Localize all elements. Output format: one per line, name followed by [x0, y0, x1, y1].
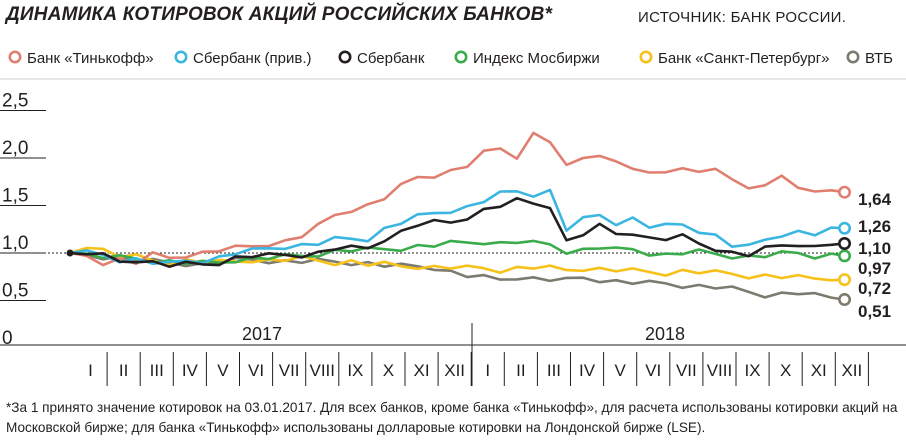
chart-grid: 0 0,5 1,0 1,5 2,0 2,5: [0, 78, 906, 349]
year-label-1: 2018: [645, 324, 685, 344]
legend-marker-4: [639, 50, 653, 64]
month-label-4: V: [217, 361, 229, 380]
month-label-13: II: [516, 361, 525, 380]
month-label-15: IV: [579, 361, 596, 380]
series-end-marker-1: [838, 221, 852, 235]
legend-label-1: Сбербанк (прив.): [193, 50, 312, 67]
month-label-0: I: [88, 361, 93, 380]
chart-source: ИСТОЧНИК: БАНК РОССИИ.: [638, 9, 847, 26]
series-end-label-5: 0,51: [858, 302, 891, 321]
legend-label-2: Сбербанк: [357, 50, 425, 67]
chart-legend: Банк «Тинькофф» Сбербанк (прив.) Сбербанк И…: [8, 50, 893, 67]
series-end-marker-2: [838, 237, 852, 251]
y-tick-label-3: 1,5: [2, 186, 28, 207]
month-label-12: I: [485, 361, 490, 380]
series-end-marker-0: [838, 185, 852, 199]
y-tick-label-2: 1,0: [2, 233, 28, 254]
month-label-6: VII: [279, 361, 300, 380]
line-chart: Банк «Тинькофф» Сбербанк (прив.) Сбербанк И…: [0, 50, 906, 386]
month-label-1: II: [119, 361, 128, 380]
y-tick-label-1: 0,5: [2, 281, 28, 302]
legend-marker-0: [8, 50, 22, 64]
chart-title: ДИНАМИКА КОТИРОВОК АКЦИЙ РОССИЙСКИХ БАНК…: [6, 4, 553, 25]
month-label-2: III: [150, 361, 164, 380]
legend-marker-1: [174, 50, 188, 64]
month-label-5: VI: [248, 361, 264, 380]
series-end-label-2: 1,10: [858, 239, 891, 258]
legend-label-3: Индекс Мосбиржи: [473, 50, 600, 67]
chart-series: 0,51 0,720,97 1,64 1,26 1,10: [66, 131, 892, 321]
y-tick-label-5: 2,5: [2, 91, 28, 112]
series-end-marker-3: [838, 249, 852, 263]
series-end-label-4: 0,72: [858, 279, 891, 298]
chart-footnote: *За 1 принято значение котировок на 03.0…: [6, 400, 898, 435]
month-label-22: XI: [811, 361, 827, 380]
series-end-marker-5: [838, 293, 852, 307]
month-label-23: XII: [841, 361, 862, 380]
legend-marker-3: [454, 50, 468, 64]
series-line-2: [69, 196, 845, 268]
series-line-3: [69, 239, 845, 266]
legend-label-0: Банк «Тинькофф»: [27, 50, 154, 67]
y-tick-label-4: 2,0: [2, 138, 28, 159]
series-end-label-3: 0,97: [858, 259, 891, 278]
month-label-18: VII: [676, 361, 697, 380]
month-label-7: VIII: [309, 361, 335, 380]
y-tick-label-0: 0: [2, 328, 13, 349]
month-label-10: XI: [414, 361, 430, 380]
series-line-0: [69, 131, 845, 267]
start-point: [66, 249, 74, 257]
year-label-0: 2017: [242, 324, 282, 344]
legend-label-4: Банк «Санкт-Петербург»: [658, 50, 830, 67]
month-label-19: VIII: [707, 361, 733, 380]
month-label-21: X: [780, 361, 791, 380]
legend-label-5: ВТБ: [865, 50, 893, 67]
month-label-16: V: [614, 361, 626, 380]
month-label-14: III: [547, 361, 561, 380]
month-label-11: XII: [444, 361, 465, 380]
series-end-label-1: 1,26: [858, 217, 891, 236]
series-end-marker-4: [838, 273, 852, 287]
series-end-label-0: 1,64: [858, 190, 892, 209]
month-label-17: VI: [645, 361, 661, 380]
legend-marker-5: [846, 50, 860, 64]
month-label-8: IX: [347, 361, 363, 380]
month-label-9: X: [383, 361, 394, 380]
month-label-20: IX: [745, 361, 761, 380]
month-label-3: IV: [182, 361, 199, 380]
legend-marker-2: [338, 50, 352, 64]
